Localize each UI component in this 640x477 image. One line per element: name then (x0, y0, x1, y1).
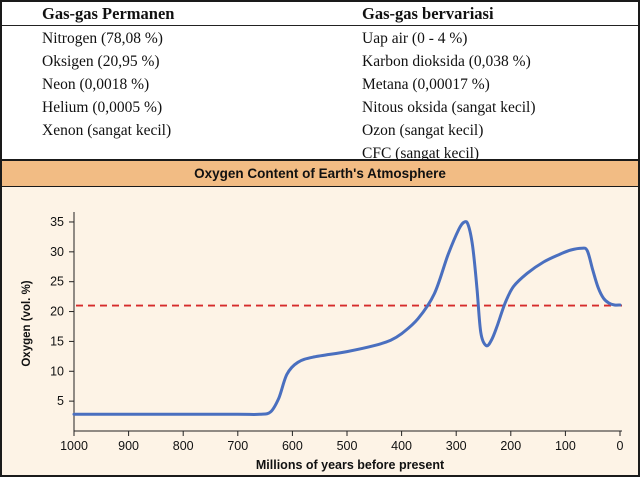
list-item: Xenon (sangat kecil) (42, 122, 172, 139)
list-item: Nitous oksida (sangat kecil) (362, 99, 536, 116)
x-tick-label: 800 (173, 439, 194, 453)
variable-gases-header: Gas-gas bervariasi (362, 4, 494, 23)
x-tick-label: 300 (446, 439, 467, 453)
list-item: Helium (0,0005 %) (42, 99, 163, 116)
list-item: Uap air (0 - 4 %) (362, 30, 468, 47)
list-item: Nitrogen (78,08 %) (42, 30, 163, 47)
chart-panel: Oxygen Content of Earth's Atmosphere 5 10… (2, 159, 638, 475)
y-axis-label: Oxygen (vol. %) (21, 280, 33, 366)
list-item: Metana (0,00017 %) (362, 76, 490, 93)
list-item: CFC (sangat kecil) (362, 145, 480, 162)
y-tick-label: 25 (50, 275, 64, 289)
list-item: Karbon dioksida (0,038 %) (362, 53, 531, 70)
y-tick-label: 15 (50, 334, 64, 348)
oxygen-series-line (72, 220, 622, 416)
list-item: Ozon (sangat kecil) (362, 122, 484, 139)
permanent-gases-header: Gas-gas Permanen (42, 4, 175, 23)
x-tick-label: 1000 (60, 439, 88, 453)
chart-title: Oxygen Content of Earth's Atmosphere (2, 161, 638, 187)
x-tick-label: 200 (500, 439, 521, 453)
table-header-row: Gas-gas Permanen Gas-gas bervariasi (2, 2, 638, 26)
x-tick-label: 500 (337, 439, 358, 453)
y-tick-label: 30 (50, 245, 64, 259)
permanent-gases-list: Nitrogen (78,08 %) Oksigen (20,95 %) Neo… (42, 27, 171, 142)
x-tick-label: 600 (282, 439, 303, 453)
gas-composition-table: Gas-gas Permanen Gas-gas bervariasi Nitr… (2, 2, 638, 162)
y-tick-label: 35 (50, 215, 64, 229)
variable-gases-list: Uap air (0 - 4 %) Karbon dioksida (0,038… (362, 27, 535, 165)
x-tick-label: 100 (555, 439, 576, 453)
list-item: Oksigen (20,95 %) (42, 53, 160, 70)
series-group (72, 220, 622, 416)
x-tick-label: 700 (227, 439, 248, 453)
y-tick-label: 10 (50, 364, 64, 378)
x-tick-label: 0 (617, 439, 624, 453)
x-tick-label: 900 (118, 439, 139, 453)
y-tick-label: 20 (50, 305, 64, 319)
y-tick-label: 5 (57, 394, 64, 408)
x-tick-label: 400 (391, 439, 412, 453)
list-item: Neon (0,0018 %) (42, 76, 150, 93)
x-axis-label: Millions of years before present (256, 458, 445, 472)
